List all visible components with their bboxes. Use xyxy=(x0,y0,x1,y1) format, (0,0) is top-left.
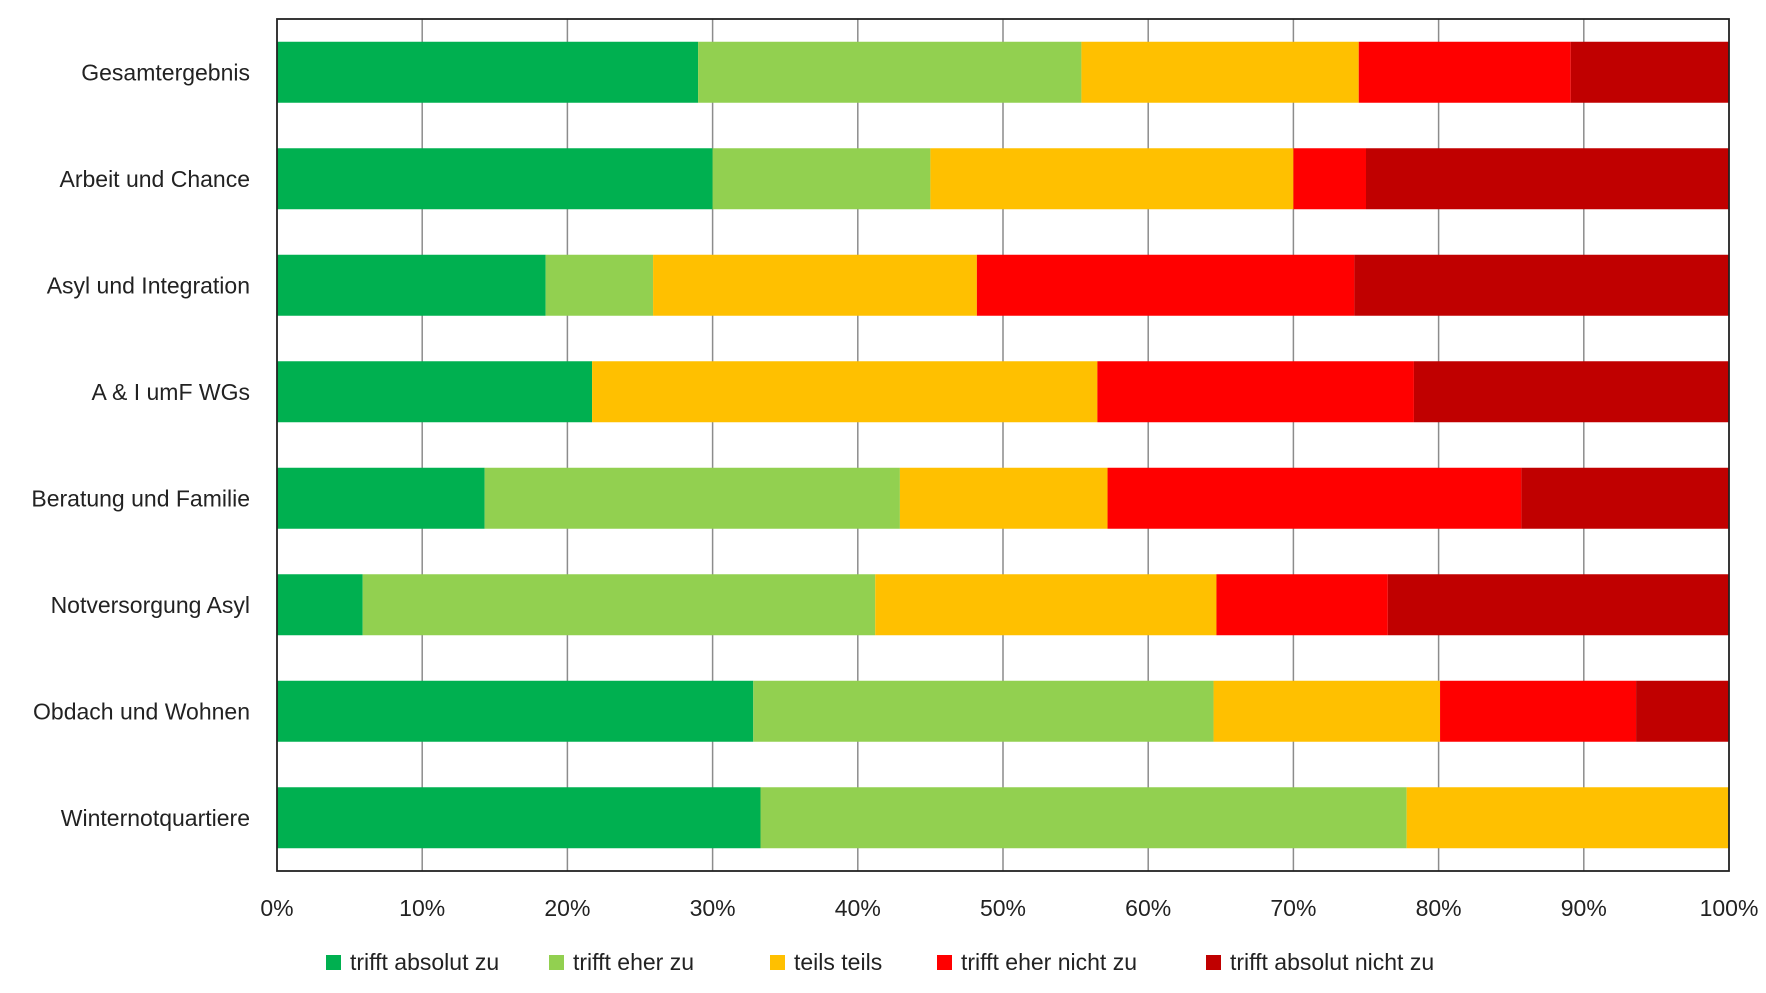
bar-segment xyxy=(1387,574,1729,636)
bar-segment xyxy=(1521,467,1729,529)
bar-segment xyxy=(277,680,754,742)
bar-segment xyxy=(484,467,900,529)
bar-segment xyxy=(976,254,1355,316)
x-tick-label: 80% xyxy=(1416,895,1462,921)
bar-segment xyxy=(277,787,761,849)
bar-segment xyxy=(1354,254,1729,316)
bar-segment xyxy=(1440,680,1637,742)
axes: 0% 10% 20% 30% 40% 50% 60% 70% 80% 90% 100% Gesamte… xyxy=(31,18,1759,921)
category-label: Winternotquartiere xyxy=(61,805,250,831)
legend-swatch xyxy=(1206,955,1221,970)
legend-label: trifft eher zu xyxy=(573,949,694,975)
legend-swatch xyxy=(549,955,564,970)
category-label: Notversorgung Asyl xyxy=(51,592,250,618)
category-label: Obdach und Wohnen xyxy=(33,698,250,724)
x-tick-label: 70% xyxy=(1270,895,1316,921)
bar-segment xyxy=(875,574,1217,636)
legend-swatch xyxy=(770,955,785,970)
bar-segment xyxy=(362,574,876,636)
legend-label: trifft absolut nicht zu xyxy=(1230,949,1434,975)
bar-segment xyxy=(760,787,1407,849)
bar-segment xyxy=(712,148,931,210)
legend-label: trifft eher nicht zu xyxy=(961,949,1137,975)
x-tick-label: 90% xyxy=(1561,895,1607,921)
bar-segment xyxy=(1107,467,1522,529)
bar-segment xyxy=(545,254,654,316)
x-tick-label: 0% xyxy=(260,895,293,921)
gridlines xyxy=(421,19,1585,871)
bar-segment xyxy=(277,254,546,316)
bar-segment xyxy=(277,574,363,636)
category-label: Beratung und Familie xyxy=(31,485,250,511)
bar-segment xyxy=(653,254,977,316)
x-tick-label: 20% xyxy=(544,895,590,921)
bar-segment xyxy=(698,41,1082,103)
bar-segment xyxy=(277,41,699,103)
bar-segment xyxy=(1406,787,1729,849)
legend-swatch xyxy=(937,955,952,970)
bar-segment xyxy=(277,148,713,210)
bar-segment xyxy=(1097,361,1414,423)
category-label: Asyl und Integration xyxy=(47,272,250,298)
bar-segment xyxy=(1366,148,1729,210)
bar-segment xyxy=(592,361,1098,423)
bar-segment xyxy=(1636,680,1729,742)
category-label: Gesamtergebnis xyxy=(81,59,250,85)
category-label: Arbeit und Chance xyxy=(59,166,250,192)
bar-segment xyxy=(753,680,1214,742)
bar-segment xyxy=(1081,41,1359,103)
x-tick-label: 10% xyxy=(399,895,445,921)
bar-segment xyxy=(899,467,1108,529)
bar-segment xyxy=(1293,148,1366,210)
bar-segment xyxy=(277,361,593,423)
bar-segment xyxy=(1213,680,1441,742)
category-label: A & I umF WGs xyxy=(92,379,250,405)
x-tick-label: 40% xyxy=(835,895,881,921)
x-tick-label: 60% xyxy=(1125,895,1171,921)
x-tick-label: 100% xyxy=(1700,895,1759,921)
bar-segment xyxy=(1216,574,1388,636)
bar-segment xyxy=(930,148,1294,210)
x-tick-label: 30% xyxy=(690,895,736,921)
bar-segment xyxy=(1570,41,1729,103)
legend-label: teils teils xyxy=(794,949,882,975)
plot-frame xyxy=(276,18,1730,872)
bars xyxy=(277,41,1729,849)
x-tick-label: 50% xyxy=(980,895,1026,921)
legend: trifft absolut zu trifft eher zu teils tei… xyxy=(326,949,1434,975)
bar-segment xyxy=(1358,41,1571,103)
bar-segment xyxy=(1413,361,1729,423)
legend-swatch xyxy=(326,955,341,970)
legend-label: trifft absolut zu xyxy=(350,949,499,975)
bar-segment xyxy=(277,467,485,529)
